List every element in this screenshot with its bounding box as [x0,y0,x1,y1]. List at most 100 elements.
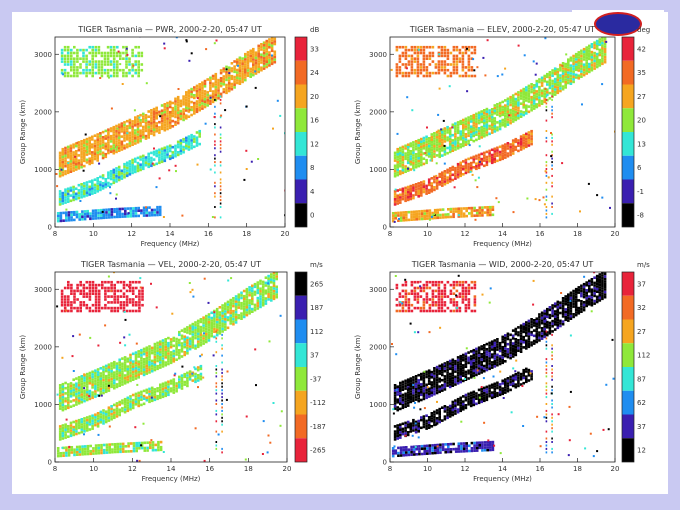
echo-cell [99,418,103,421]
echo-cell [85,385,89,389]
echo-cell [409,157,413,161]
echo-cell [101,141,105,144]
echo-cell [122,45,125,49]
echo-cell [420,191,423,195]
colorbar-swatch [622,84,634,109]
echo-cell [409,377,413,380]
echo-cell [150,346,154,350]
echo-cell [490,158,494,162]
echo-cell [112,141,116,145]
echo-cell [433,211,437,215]
echo-cell [77,376,81,379]
echo-cell [449,51,453,55]
echo-cell [414,395,418,399]
echo-cell [139,163,142,166]
echo-cell [73,63,76,66]
echo-cell [572,72,575,76]
echo-cell [462,136,465,140]
echo-cell [509,101,512,104]
echo-cell [141,289,144,293]
echo-cell [104,413,108,416]
echo-cell [425,388,428,392]
echo-cell [187,89,191,92]
echo-cell [414,193,418,196]
echo-cell [164,394,167,398]
echo-cell [85,375,89,378]
echo-cell [391,219,395,223]
echo-cell [102,411,105,415]
echo-cell [261,301,265,304]
echo-cell [134,403,138,406]
echo-cell [94,289,98,293]
echo-cell [128,283,132,287]
echo-cell [72,169,75,172]
echo-cell [401,158,405,162]
echo-cell [420,163,423,167]
echo-cell [82,54,85,58]
echo-cell [265,52,269,56]
echo-cell [126,367,130,371]
echo-cell [113,306,116,310]
echo-cell [209,84,212,87]
echo-cell [60,51,64,55]
echo-cell [128,136,132,140]
echo-cell [446,151,449,155]
noise-cell [596,194,599,197]
echo-cell [179,141,183,145]
echo-cell [238,82,242,85]
echo-cell [572,78,575,81]
echo-cell [163,118,167,122]
echo-cell [251,297,254,300]
echo-cell [169,351,173,354]
echo-cell [118,379,121,382]
echo-cell [257,55,260,58]
echo-cell [176,111,180,114]
interference-cell [221,406,223,409]
echo-cell [169,382,173,385]
echo-cell [100,443,103,447]
noise-cell [284,132,285,135]
interference-cell [545,109,548,112]
echo-cell [420,148,423,151]
echo-cell [396,153,399,156]
echo-cell [76,54,79,58]
echo-cell [248,306,251,310]
echo-cell [185,98,188,102]
interference-cell [215,382,218,385]
echo-cell [446,48,450,52]
echo-cell [80,375,84,378]
echo-cell [237,306,241,309]
echo-cell [464,171,468,175]
echo-cell [441,174,444,177]
noise-cell [245,149,248,152]
echo-cell [265,63,269,66]
echo-cell [406,393,410,397]
noise-cell [478,145,481,148]
echo-cell [501,147,504,150]
echo-cell [412,196,415,200]
echo-cell [519,145,523,149]
echo-cell [56,217,60,220]
echo-cell [410,218,413,221]
echo-cell [433,387,436,391]
echo-cell [455,54,459,58]
echo-cell [85,372,89,376]
echo-cell [446,128,449,132]
echo-cell [62,451,65,455]
echo-cell [83,159,86,163]
echo-cell [412,141,415,144]
echo-cell [131,370,135,374]
echo-cell [104,410,108,413]
echo-cell [112,57,116,60]
echo-cell [97,292,101,295]
echo-cell [145,354,149,357]
echo-cell [107,151,110,155]
echo-cell [195,102,199,106]
echo-cell [425,54,429,58]
echo-cell [393,156,397,160]
echo-cell [107,149,110,152]
echo-cell [190,100,193,104]
echo-cell [159,393,162,397]
echo-cell [467,142,470,145]
echo-cell [438,372,441,375]
